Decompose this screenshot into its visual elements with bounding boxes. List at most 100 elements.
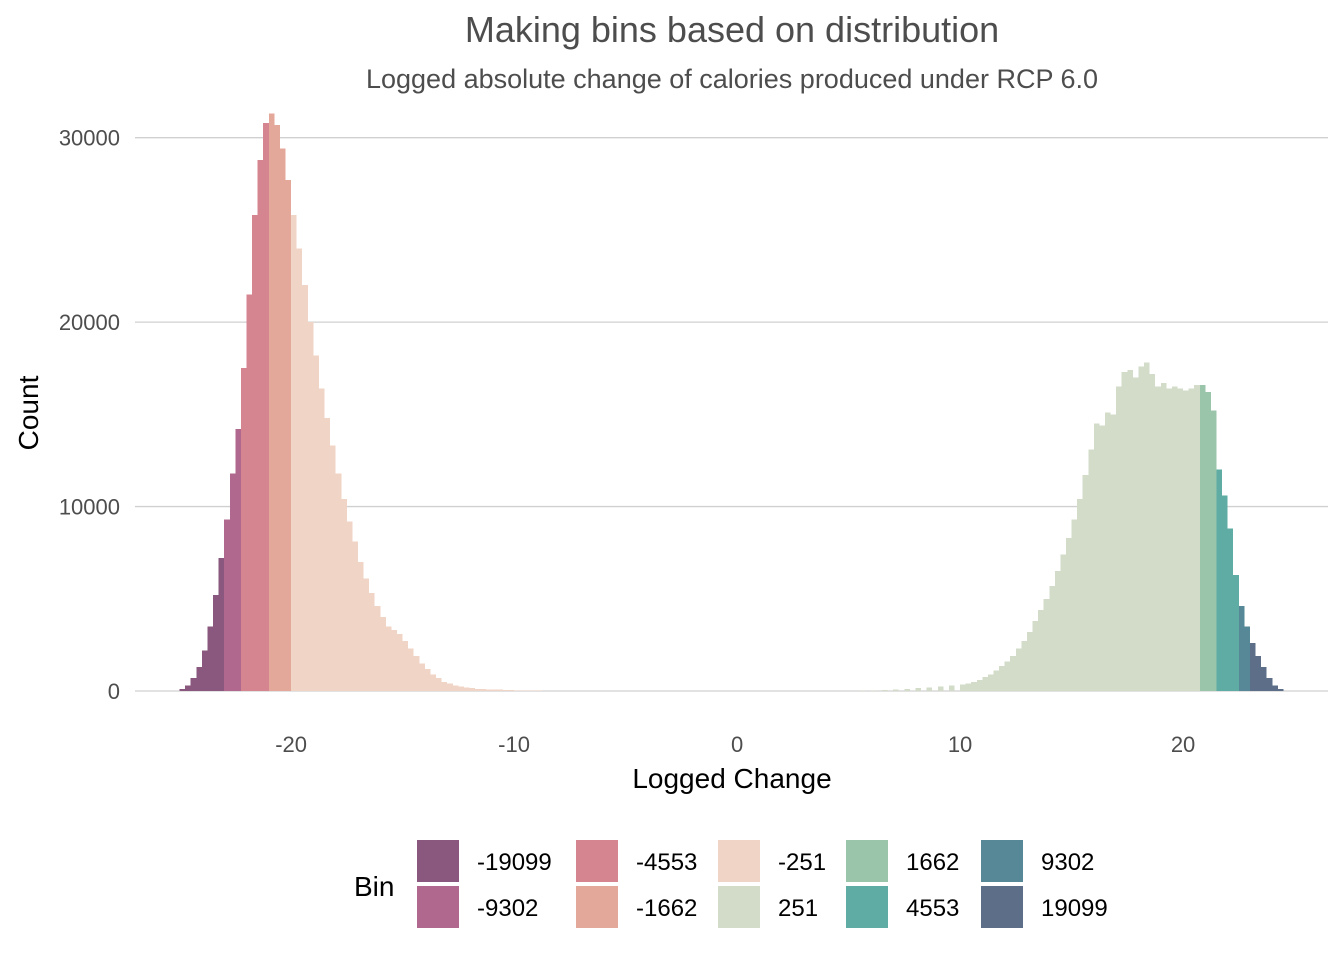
- histogram-bar: [976, 679, 983, 691]
- histogram-bar: [1183, 390, 1189, 691]
- histogram-bar: [519, 690, 526, 691]
- x-axis-ticks: -20 -10 0 10 20: [275, 732, 1195, 757]
- legend-swatch: [417, 886, 459, 928]
- legend: Bin -19099 -9302 -4553 -1662 -251 251 1662 4553…: [354, 840, 1108, 928]
- histogram-bar: [252, 215, 258, 691]
- legend-label: 19099: [1041, 895, 1108, 922]
- histogram-bar: [190, 678, 197, 691]
- histogram-bar: [447, 683, 453, 691]
- histogram-bar: [1015, 648, 1022, 691]
- histogram-bar: [1233, 574, 1239, 691]
- histogram-bar: [441, 681, 448, 691]
- x-tick-label: 0: [731, 732, 743, 757]
- legend-swatch: [417, 840, 459, 882]
- histogram-bar: [391, 630, 398, 691]
- histogram-bar: [1188, 388, 1195, 691]
- histogram-bar: [179, 689, 186, 691]
- histogram-bar: [1038, 609, 1044, 691]
- histogram-bar: [1088, 449, 1094, 691]
- y-axis-label: Count: [13, 375, 44, 450]
- histogram-bar: [1138, 366, 1145, 691]
- histogram-bar: [1272, 685, 1278, 691]
- histogram-bar: [1026, 631, 1033, 691]
- histogram-bar: [1093, 423, 1100, 691]
- histogram-bar: [374, 606, 381, 691]
- histogram-bar: [268, 113, 275, 691]
- histogram-bar: [1043, 598, 1050, 691]
- y-axis-ticks: 0 10000 20000 30000: [59, 126, 120, 704]
- histogram-bar: [926, 687, 933, 691]
- histogram-bar: [1144, 362, 1150, 691]
- histogram-bars: [179, 113, 1284, 692]
- histogram-bar: [1132, 377, 1139, 691]
- histogram-bar: [1071, 519, 1078, 691]
- histogram-bar: [1155, 386, 1161, 691]
- histogram-bar: [196, 667, 202, 691]
- histogram-bar: [870, 690, 877, 691]
- legend-label: 4553: [906, 895, 959, 922]
- histogram-bar: [1149, 373, 1156, 691]
- histogram-bar: [1004, 661, 1011, 691]
- histogram-bar: [993, 670, 1000, 691]
- histogram-bar: [882, 689, 888, 691]
- histogram-bar: [1199, 384, 1206, 691]
- histogram-bar: [915, 688, 922, 691]
- histogram-bar: [436, 678, 442, 691]
- histogram-bar: [475, 688, 481, 691]
- histogram-bar: [1021, 641, 1027, 691]
- histogram-bar: [1249, 643, 1256, 691]
- legend-label: -4553: [636, 849, 697, 876]
- histogram-bar: [302, 285, 308, 691]
- histogram-bar: [324, 418, 331, 691]
- histogram-bar: [1238, 606, 1245, 691]
- histogram-bar: [341, 499, 347, 691]
- legend-label: 1662: [906, 849, 959, 876]
- histogram-bar: [413, 655, 420, 691]
- histogram-bar: [1082, 475, 1089, 691]
- histogram-bar: [207, 626, 214, 691]
- histogram-bar: [313, 355, 319, 691]
- histogram-bar: [999, 666, 1005, 691]
- histogram-bar: [402, 641, 409, 691]
- histogram-bar: [480, 689, 487, 691]
- x-axis-label: Logged Change: [632, 763, 831, 794]
- legend-swatch: [846, 840, 888, 882]
- histogram-bar: [965, 683, 972, 691]
- histogram-bar: [1121, 371, 1128, 691]
- histogram-bar: [1166, 388, 1172, 691]
- x-tick-label: 20: [1171, 732, 1195, 757]
- y-tick-label: 10000: [59, 495, 120, 520]
- histogram-bar: [971, 681, 977, 691]
- histogram-bar: [1116, 386, 1122, 691]
- legend-swatch: [981, 886, 1023, 928]
- histogram-bar: [352, 541, 358, 691]
- histogram-bar: [397, 633, 403, 691]
- legend-swatch: [718, 840, 760, 882]
- histogram-bar: [1177, 388, 1184, 691]
- histogram-bar: [346, 521, 353, 691]
- legend-label: 251: [778, 895, 818, 922]
- histogram-bar: [408, 648, 414, 691]
- legend-swatch: [576, 840, 618, 882]
- histogram-bar: [246, 294, 253, 691]
- histogram-bar: [1065, 537, 1072, 691]
- histogram-bar: [1077, 499, 1083, 691]
- x-tick-label: 10: [948, 732, 972, 757]
- histogram-bar: [424, 668, 431, 691]
- legend-label: -9302: [477, 895, 538, 922]
- histogram-bar: [307, 322, 314, 691]
- histogram-bar: [1060, 554, 1066, 691]
- histogram-bar: [224, 519, 230, 691]
- legend-label: -251: [778, 849, 826, 876]
- histogram-bar: [235, 429, 241, 691]
- histogram-bar: [960, 684, 966, 691]
- histogram-bar: [218, 558, 225, 691]
- legend-swatch: [846, 886, 888, 928]
- histogram-bar: [502, 689, 509, 691]
- histogram-bar: [937, 686, 944, 691]
- histogram-bar: [1222, 495, 1228, 691]
- chart-subtitle: Logged absolute change of calories produ…: [366, 64, 1098, 94]
- histogram-bar: [335, 473, 342, 691]
- histogram-bar: [497, 689, 503, 691]
- histogram-bar: [185, 685, 191, 691]
